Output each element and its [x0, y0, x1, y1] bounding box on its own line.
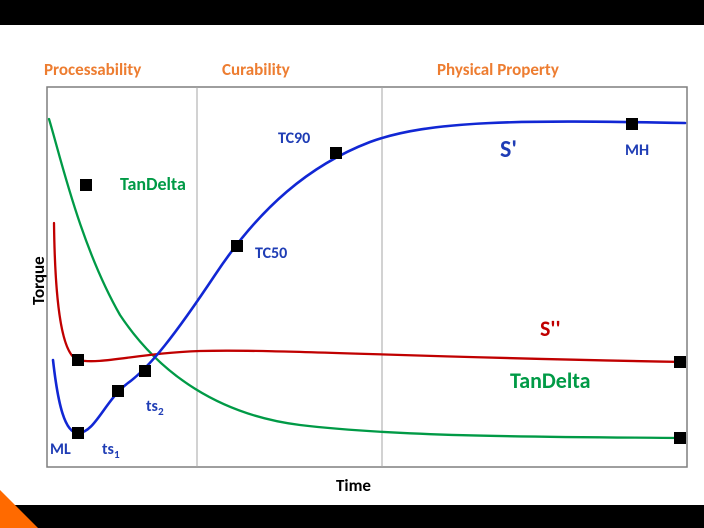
region-label-curability: Curability [222, 59, 290, 80]
x-axis-label: Time [336, 475, 371, 496]
curve-label-s-double-prime: S'' [540, 315, 561, 342]
region-label-processability: Processability [44, 59, 141, 80]
marker-label-tc90: TC90 [278, 129, 310, 148]
chart-svg [0, 25, 704, 505]
y-axis-label: Torque [28, 256, 49, 305]
curve-label-tandelta-right: TanDelta [510, 367, 591, 394]
marker-label-mh: MH [625, 141, 649, 160]
marker-label-ml: ML [50, 440, 71, 459]
region-label-physical-property: Physical Property [437, 59, 559, 80]
marker-label-tc50: TC50 [255, 244, 287, 263]
marker-label-ts1: ts1 [102, 440, 120, 462]
marker-label-ts2: ts2 [146, 397, 164, 419]
curve-label-s-prime: S' [500, 135, 517, 164]
curve-label-tandelta-left: TanDelta [120, 173, 186, 195]
chart-canvas: Processability Curability Physical Prope… [0, 25, 704, 505]
